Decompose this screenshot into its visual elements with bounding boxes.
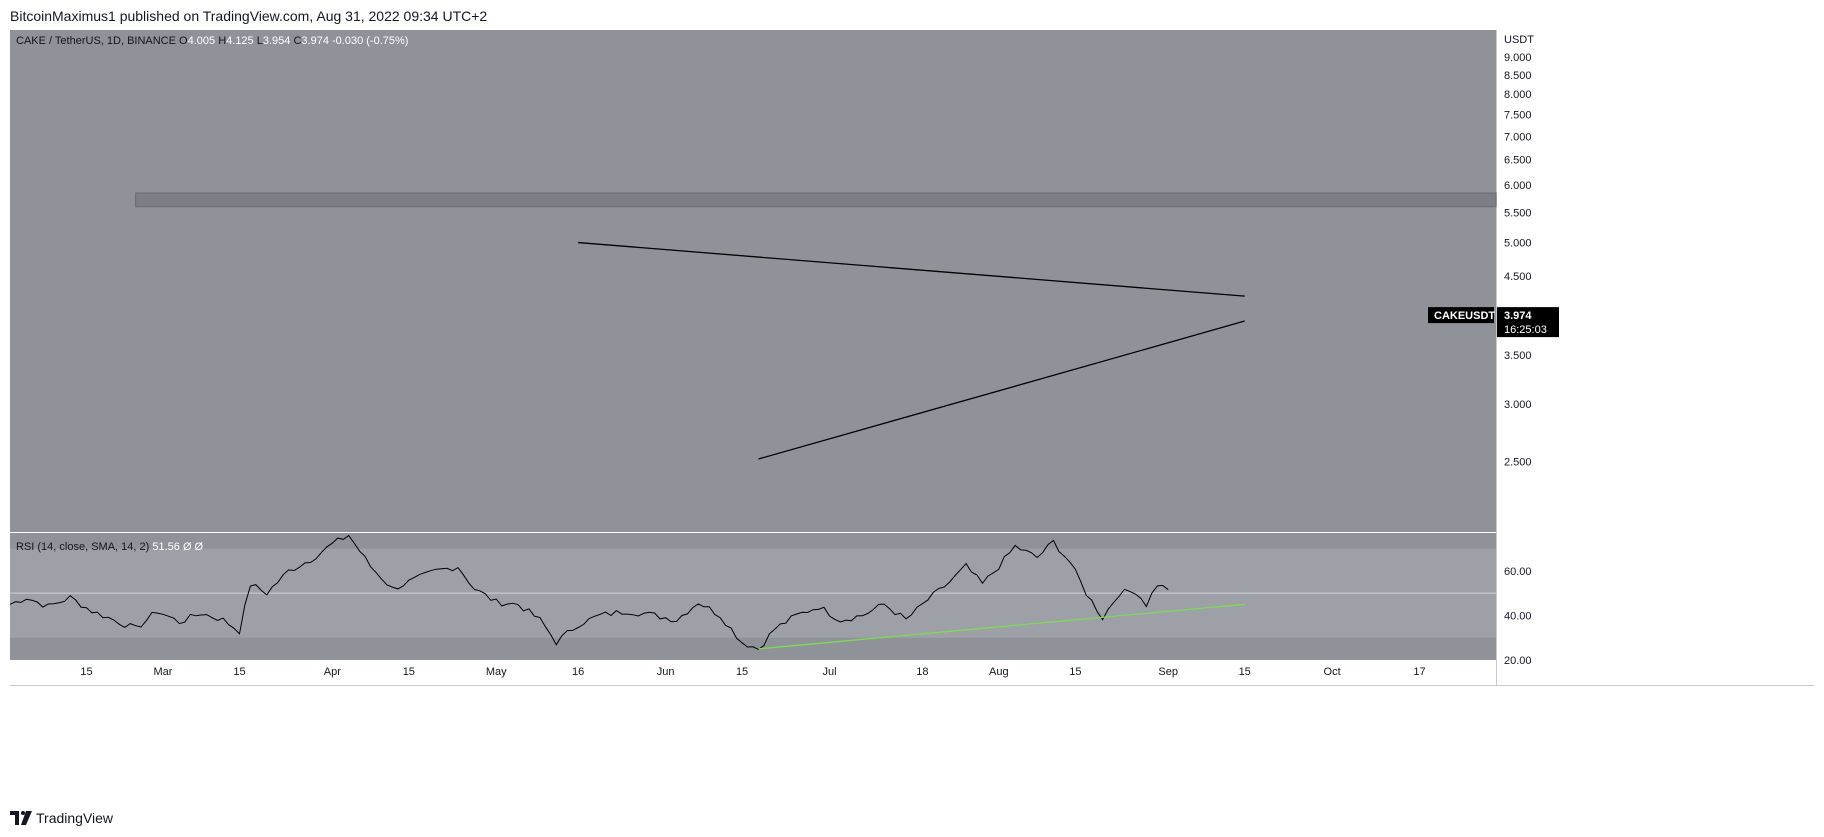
price-tick-label: 2.500 bbox=[1504, 457, 1532, 469]
footer: TradingView bbox=[10, 810, 113, 826]
rsi-line bbox=[9, 534, 1169, 650]
rsi-tick-label: 20.00 bbox=[1504, 655, 1532, 667]
rsi-tick-label: 60.00 bbox=[1504, 566, 1532, 578]
time-tick-label: Jun bbox=[657, 666, 675, 678]
publisher-line: BitcoinMaximus1 published on TradingView… bbox=[10, 8, 488, 24]
axes-layer: USDT 9.000 8.500 8.000 7.500 7.000 6.500 6.000 5… bbox=[80, 34, 1559, 678]
time-tick-label: 17 bbox=[1413, 666, 1425, 678]
symbol-legend: CAKE / TetherUS, 1D, BINANCE O4.005 H4.1… bbox=[16, 35, 408, 47]
price-tick-label: 9.000 bbox=[1504, 52, 1532, 64]
price-tick-label: 7.500 bbox=[1504, 109, 1532, 121]
price-tick-label: 8.500 bbox=[1504, 70, 1532, 82]
candlestick-chart[interactable]: USDT 9.000 8.500 8.000 7.500 7.000 6.500 6.000 5… bbox=[9, 30, 1814, 802]
price-tick-label: 3.000 bbox=[1504, 399, 1532, 411]
last-price-label-bg bbox=[1497, 307, 1559, 338]
legend-layer: CAKE / TetherUS, 1D, BINANCE O4.005 H4.1… bbox=[16, 35, 408, 553]
rsi-layer bbox=[9, 534, 1245, 650]
chart-frame[interactable]: USDT 9.000 8.500 8.000 7.500 7.000 6.500 6.000 5… bbox=[9, 30, 1814, 807]
price-tick-label: 7.000 bbox=[1504, 131, 1532, 143]
price-tick-label: 4.500 bbox=[1504, 271, 1532, 283]
trendlines-layer bbox=[578, 241, 1245, 460]
triangle-upper-line bbox=[578, 241, 1245, 297]
rsi-legend: RSI (14, close, SMA, 14, 2) 51.56 Ø Ø bbox=[16, 541, 204, 553]
time-tick-label: Oct bbox=[1324, 666, 1341, 678]
price-tick-label: 3.500 bbox=[1504, 350, 1532, 362]
support-zone-layer bbox=[135, 192, 1497, 208]
time-tick-label: Aug bbox=[989, 666, 1009, 678]
rsi-trendline bbox=[758, 603, 1245, 650]
symbol-label-bg bbox=[1428, 307, 1494, 324]
countdown-label: 16:25:03 bbox=[1504, 324, 1547, 336]
time-tick-label: Apr bbox=[324, 666, 341, 678]
support-zone bbox=[135, 192, 1497, 208]
time-tick-label: Mar bbox=[153, 666, 172, 678]
tradingview-brand[interactable]: TradingView bbox=[36, 810, 114, 826]
time-tick-label: May bbox=[486, 666, 507, 678]
time-tick-label: 15 bbox=[403, 666, 415, 678]
price-tick-label: 5.500 bbox=[1504, 207, 1532, 219]
time-tick-label: 15 bbox=[80, 666, 92, 678]
triangle-lower-line bbox=[758, 320, 1245, 460]
tradingview-logo-icon bbox=[10, 811, 32, 825]
price-tick-label: 5.000 bbox=[1504, 238, 1532, 250]
time-tick-label: 15 bbox=[1239, 666, 1251, 678]
price-tick-label: 6.000 bbox=[1504, 180, 1532, 192]
time-tick-label: 15 bbox=[1069, 666, 1081, 678]
price-unit-label: USDT bbox=[1504, 34, 1534, 46]
price-tick-label: 6.500 bbox=[1504, 155, 1532, 167]
chart-background bbox=[10, 30, 1814, 686]
time-tick-label: 15 bbox=[736, 666, 748, 678]
rsi-tick-label: 40.00 bbox=[1504, 610, 1532, 622]
price-tick-label: 8.000 bbox=[1504, 89, 1532, 101]
price-axis-bg bbox=[1496, 30, 1814, 685]
time-tick-label: 16 bbox=[572, 666, 584, 678]
time-tick-label: 18 bbox=[916, 666, 928, 678]
symbol-label: CAKEUSDT bbox=[1434, 310, 1495, 322]
time-tick-label: Sep bbox=[1158, 666, 1178, 678]
last-price-label: 3.974 bbox=[1504, 310, 1532, 322]
time-tick-label: Jul bbox=[822, 666, 836, 678]
main-pane bbox=[10, 30, 1496, 532]
time-tick-label: 15 bbox=[233, 666, 245, 678]
